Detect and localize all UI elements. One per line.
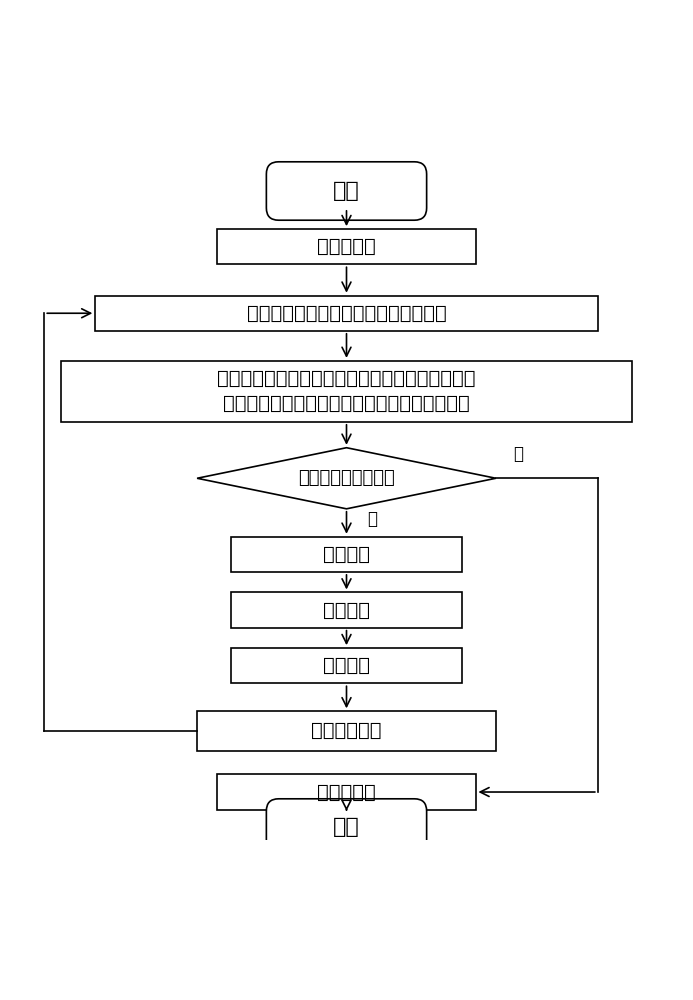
Text: 产生新的种群: 产生新的种群 xyxy=(311,721,382,740)
Polygon shape xyxy=(197,448,496,509)
Bar xyxy=(231,592,462,628)
Bar xyxy=(197,711,496,751)
Text: 否: 否 xyxy=(367,510,377,528)
Text: 输出最优解: 输出最优解 xyxy=(317,783,376,802)
Text: 交叉操作: 交叉操作 xyxy=(323,601,370,620)
Bar xyxy=(95,296,598,331)
Text: 选择操作: 选择操作 xyxy=(323,545,370,564)
Text: 是: 是 xyxy=(513,445,523,463)
Bar xyxy=(218,229,475,264)
Bar xyxy=(61,361,632,422)
Bar xyxy=(231,648,462,683)
Text: 满足算法终止条件？: 满足算法终止条件？ xyxy=(298,469,395,487)
Text: 开始: 开始 xyxy=(333,181,360,201)
Bar xyxy=(218,774,475,810)
Text: 结束: 结束 xyxy=(333,817,360,837)
Text: 初始化种群: 初始化种群 xyxy=(317,237,376,256)
FancyBboxPatch shape xyxy=(266,799,427,856)
FancyBboxPatch shape xyxy=(266,162,427,220)
Text: 利用变领域搜索算法在每个不可行解的领域中搜寻
可行解，在每个可行解的领域中搜寻局部最优解: 利用变领域搜索算法在每个不可行解的领域中搜寻 可行解，在每个可行解的领域中搜寻局… xyxy=(217,369,476,413)
Text: 利用解码算法获得每个染色体的初始解: 利用解码算法获得每个染色体的初始解 xyxy=(247,304,446,323)
Text: 变异操作: 变异操作 xyxy=(323,656,370,675)
Bar xyxy=(231,537,462,572)
